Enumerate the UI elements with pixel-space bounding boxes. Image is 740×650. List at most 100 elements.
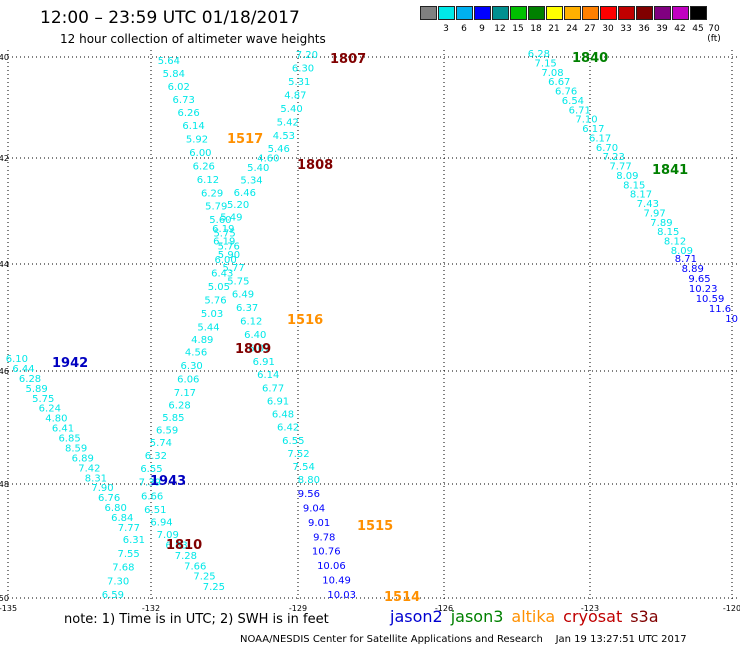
colorbar-label: 21 [548,24,560,34]
wave-height-value: 6.42 [277,423,299,434]
wave-height-value: 6.28 [19,374,41,385]
wave-height-value: 6.48 [272,410,294,421]
pass-time-label: 1942 [52,356,88,371]
wave-height-value: 6.76 [555,87,577,98]
wave-height-value: 6.91 [267,396,289,407]
wave-height-value: 6.14 [257,370,279,381]
wave-height-value: 6.02 [168,82,190,93]
colorbar-swatch [510,6,527,20]
colorbar-swatch [636,6,653,20]
wave-height-value: 6.32 [145,451,167,462]
wave-height-value: 4.89 [191,335,213,346]
wave-height-value: 8.31 [85,473,107,484]
colorbar-swatch [528,6,545,20]
wave-height-value: 6.06 [177,374,199,385]
wave-height-value: 6.30 [181,361,203,372]
colorbar-swatch [420,6,437,20]
wave-height-value: 6.00 [214,255,236,266]
wave-height-value: 7.30 [107,576,129,587]
wave-height-value: 5.40 [280,104,302,115]
legend-item-altika: altika [511,607,556,626]
wave-height-value: 7.17 [174,388,196,399]
wave-height-value: 8.17 [630,190,652,201]
satellite-legend: jason2 jason3 altika cryosat s3a [390,607,667,626]
x-tick-label: -123 [581,604,599,613]
wave-height-value: 6.67 [548,77,570,88]
colorbar-label: 36 [638,24,650,34]
wave-height-value: 5.46 [268,144,290,155]
wave-height-value: 6.31 [123,535,145,546]
wave-height-value: 6.43 [211,269,233,280]
wave-height-value: 7.68 [112,563,134,574]
wave-height-value: 10.59 [696,294,725,305]
pass-time-label: 1515 [357,519,393,534]
pass-time-label: 1517 [227,132,263,147]
wave-height-value: 9.04 [303,503,325,514]
pass-time-label: 1841 [652,163,688,178]
wave-height-value: 10 [725,314,738,325]
wave-height-value: 4.53 [273,131,295,142]
wave-height-value: 6.46 [234,188,256,199]
wave-height-value: 5.64 [158,56,180,67]
legend-item-jason3: jason3 [450,607,504,626]
wave-height-value: 9.01 [308,518,330,529]
wave-height-value: 6.59 [102,590,124,601]
legend-item-s3a: s3a [630,607,659,626]
colorbar-swatch [474,6,491,20]
wave-height-value: 5.75 [213,228,235,239]
colorbar-label: 24 [566,24,578,34]
wave-height-value: 10.23 [689,284,718,295]
wave-height-value: 6.76 [98,493,120,504]
x-tick-label: -120 [723,604,740,613]
wave-height-value: 7.97 [643,208,665,219]
pass-time-label: 1807 [330,52,366,67]
wave-height-value: 6.49 [232,290,254,301]
colorbar-label: 70 (ft) [707,24,721,44]
wave-height-value: 7.66 [184,561,206,572]
wave-height-value: 8.15 [623,180,645,191]
wave-height-value: 5.77 [223,263,245,274]
wave-height-value: 6.26 [177,108,199,119]
wave-height-value: 5.60 [209,215,231,226]
wave-height-value: 8.09 [616,171,638,182]
wave-height-value: 5.31 [288,77,310,88]
wave-height-value: 6.19 [212,224,234,235]
credit-line: NOAA/NESDIS Center for Satellite Applica… [240,634,687,645]
colorbar-label: 27 [584,24,596,34]
wave-height-value: 6.14 [182,121,204,132]
wave-height-value: 5.79 [205,202,227,213]
wave-height-value: 6.24 [39,404,61,415]
wave-height-value: 6.70 [596,143,618,154]
wave-height-value: 7.54 [293,462,315,473]
legend-item-cryosat: cryosat [563,607,623,626]
colorbar-label: 12 [494,24,506,34]
wave-height-value: 7.10 [575,115,597,126]
colorbar-label: 18 [530,24,542,34]
wave-height-value: 8.89 [682,264,704,275]
wave-height-value: 6.91 [253,357,275,368]
wave-height-value: 7.77 [118,523,140,534]
wave-height-value: 6.55 [282,436,304,447]
pass-time-label: 1810 [166,538,202,553]
colorbar-swatch [564,6,581,20]
y-tick-label: -48 [0,480,9,489]
wave-height-value: 5.44 [197,323,219,334]
wave-height-value: 7.25 [203,582,225,593]
wave-height-value: 6.00 [189,148,211,159]
colorbar-label: 6 [461,24,467,34]
pass-time-label: 1516 [287,313,323,328]
colorbar-swatch [546,6,563,20]
wave-height-value: 8.71 [675,254,697,265]
wave-height-value: 6.40 [244,330,266,341]
wave-height-value: 8.15 [657,227,679,238]
pass-time-label: 1840 [572,51,608,66]
wave-height-points: 7.206.305.314.875.405.424.535.464.605.40… [6,49,738,601]
y-tick-label: -40 [0,53,9,62]
page-title: 12:00 – 23:59 UTC 01/18/2017 [40,8,300,28]
wave-height-value: 6.37 [236,303,258,314]
wave-height-value: 7.25 [193,572,215,583]
wave-height-value: 5.74 [150,438,172,449]
wave-height-value: 5.05 [208,282,230,293]
colorbar-label: 3 [443,24,449,34]
colorbar-label: 42 [674,24,686,34]
